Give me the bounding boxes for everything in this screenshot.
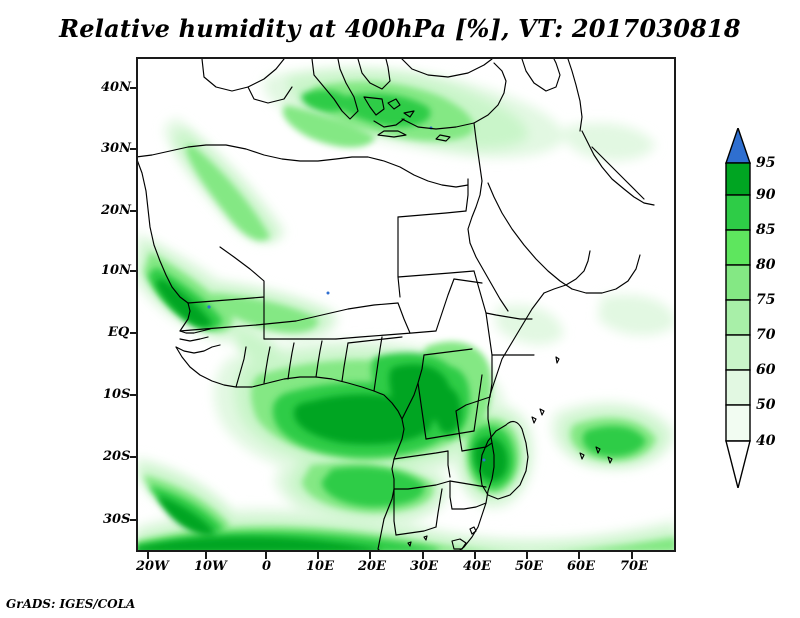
colorbar-label-85: 85 <box>756 222 776 238</box>
y-tick-eq: EQ <box>108 325 130 340</box>
humidity-map <box>136 57 676 552</box>
colorbar-label-90: 90 <box>756 187 776 203</box>
over-threshold-speck <box>482 458 486 462</box>
colorbar-label-80: 80 <box>756 257 776 273</box>
over-threshold-speck <box>207 305 211 309</box>
y-tickmark <box>130 270 137 272</box>
x-tickmark <box>578 552 580 559</box>
chart-title: Relative humidity at 400hPa [%], VT: 201… <box>59 14 741 43</box>
x-tick-50e: 50E <box>515 559 543 574</box>
x-tick-10w: 10W <box>194 559 227 574</box>
colorbar-over-arrow <box>725 125 751 164</box>
x-tickmark <box>265 552 267 559</box>
y-tickmark <box>130 210 137 212</box>
y-tickmark <box>130 332 137 334</box>
x-tick-60e: 60E <box>567 559 595 574</box>
humidity-field <box>136 58 676 552</box>
x-tick-0: 0 <box>262 559 272 574</box>
colorbar[interactable]: 95 90 85 80 75 70 60 50 40 <box>722 125 800 489</box>
grads-attribution: GrADS: IGES/COLA <box>6 597 136 611</box>
map-plot-area[interactable] <box>136 57 676 552</box>
x-tickmark <box>422 552 424 559</box>
y-tick-10s: 10S <box>103 387 131 402</box>
y-tickmark <box>130 87 137 89</box>
x-tick-40e: 40E <box>463 559 491 574</box>
y-tickmark <box>130 394 137 396</box>
y-tick-20s: 20S <box>103 449 131 464</box>
x-tick-20w: 20W <box>136 559 169 574</box>
x-tick-10e: 10E <box>306 559 334 574</box>
y-tickmark <box>130 456 137 458</box>
x-tickmark <box>205 552 207 559</box>
x-tick-70e: 70E <box>620 559 648 574</box>
y-tickmark <box>130 519 137 521</box>
x-tickmark <box>631 552 633 559</box>
colorbar-swatches <box>725 125 751 489</box>
y-tick-10n: 10N <box>101 263 131 278</box>
y-tickmark <box>130 148 137 150</box>
colorbar-label-40: 40 <box>756 433 776 449</box>
x-tick-30e: 30E <box>410 559 438 574</box>
colorbar-under-arrow <box>725 440 751 489</box>
colorbar-label-75: 75 <box>756 292 776 308</box>
y-tick-30n: 30N <box>101 141 131 156</box>
x-tickmark <box>147 552 149 559</box>
colorbar-label-60: 60 <box>756 362 776 378</box>
over-threshold-speck <box>326 291 330 295</box>
coastlines-and-borders <box>136 58 655 552</box>
x-tickmark <box>474 552 476 559</box>
x-tickmark <box>317 552 319 559</box>
y-tick-30s: 30S <box>103 512 131 527</box>
colorbar-label-70: 70 <box>756 327 776 343</box>
x-tickmark <box>369 552 371 559</box>
colorbar-label-95: 95 <box>756 155 776 171</box>
x-tickmark <box>526 552 528 559</box>
y-tick-20n: 20N <box>101 203 131 218</box>
colorbar-label-50: 50 <box>756 397 776 413</box>
y-tick-40n: 40N <box>101 80 131 95</box>
x-tick-20e: 20E <box>358 559 386 574</box>
